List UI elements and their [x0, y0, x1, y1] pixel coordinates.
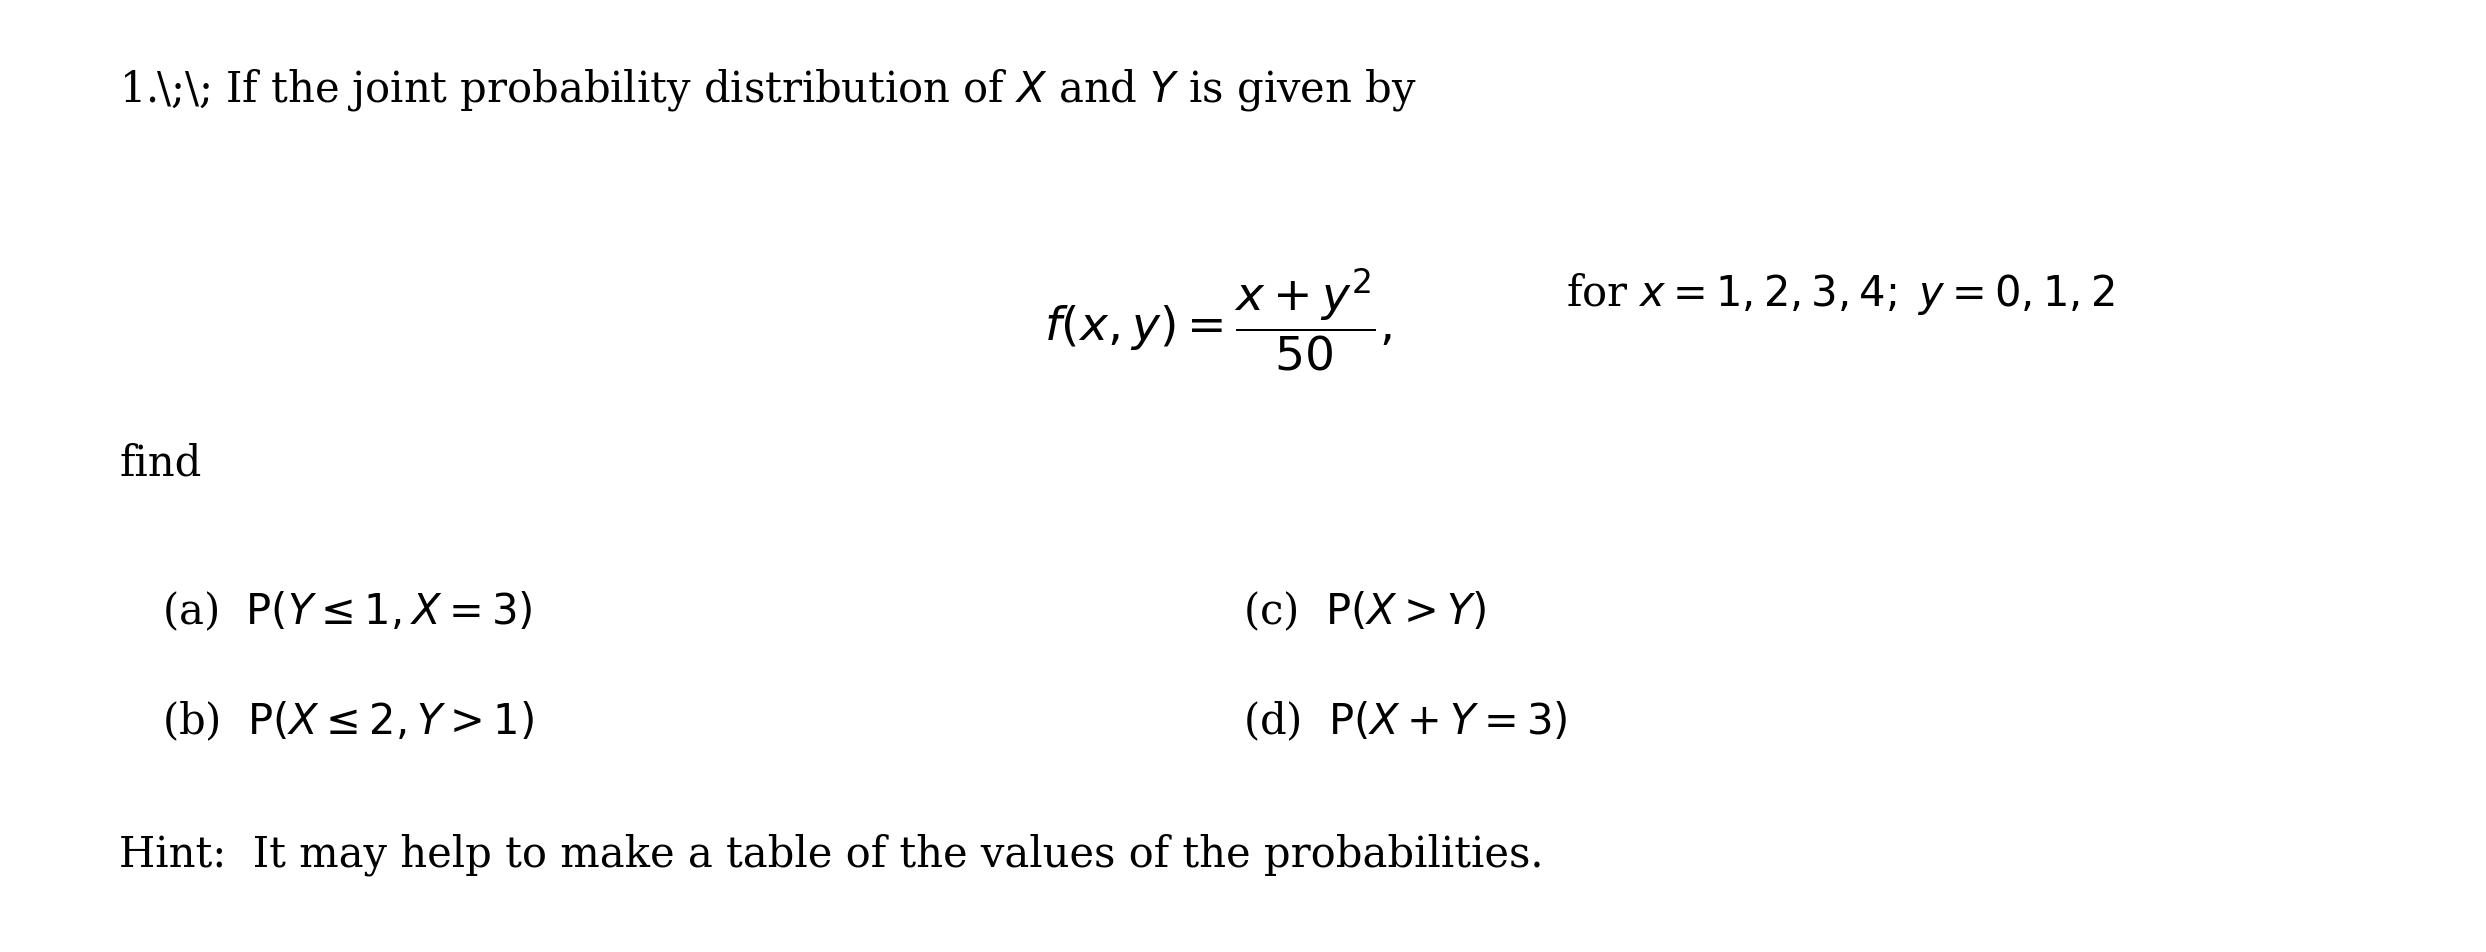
Text: for $x = 1, 2, 3, 4;\; y = 0, 1, 2$: for $x = 1, 2, 3, 4;\; y = 0, 1, 2$ [1566, 271, 2116, 317]
Text: (a)  $\mathrm{P}(Y \leq 1, X = 3)$: (a) $\mathrm{P}(Y \leq 1, X = 3)$ [162, 590, 532, 634]
Text: (c)  $\mathrm{P}(X > Y)$: (c) $\mathrm{P}(X > Y)$ [1243, 590, 1487, 634]
Text: find: find [119, 443, 201, 485]
Text: 1.\;\; If the joint probability distribution of $X$ and $Y$ is given by: 1.\;\; If the joint probability distribu… [119, 67, 1417, 112]
Text: $f(x, y) = \dfrac{x + y^2}{50},$: $f(x, y) = \dfrac{x + y^2}{50},$ [1044, 267, 1392, 373]
Text: (d)  $\mathrm{P}(X + Y = 3)$: (d) $\mathrm{P}(X + Y = 3)$ [1243, 700, 1566, 744]
Text: (b)  $\mathrm{P}(X \leq 2, Y > 1)$: (b) $\mathrm{P}(X \leq 2, Y > 1)$ [162, 700, 534, 744]
Text: Hint:  It may help to make a table of the values of the probabilities.: Hint: It may help to make a table of the… [119, 833, 1544, 876]
